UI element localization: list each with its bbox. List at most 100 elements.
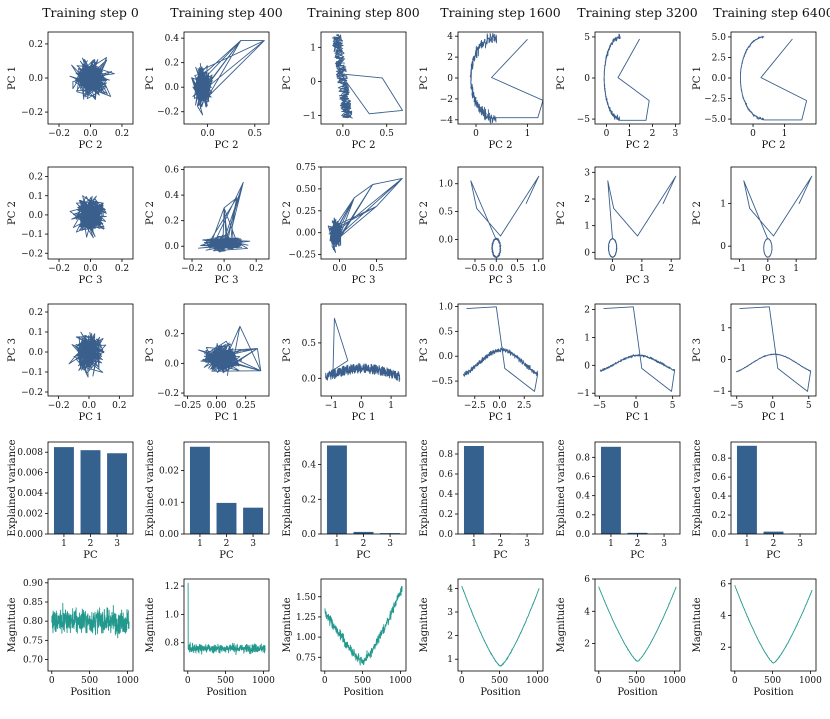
x-tick-label: 500 bbox=[81, 676, 98, 686]
x-tick-label: −5 bbox=[730, 401, 744, 411]
x-tick-label: 1000 bbox=[663, 676, 686, 686]
x-tick-label: 0 bbox=[610, 264, 616, 274]
x-tick-label: 2 bbox=[224, 539, 230, 549]
column-title: Training step 0 bbox=[42, 5, 139, 20]
x-tick-label: 0.0 bbox=[83, 129, 98, 139]
x-tick-label: 0 bbox=[604, 129, 610, 139]
data-line bbox=[599, 306, 676, 392]
y-tick-label: 4 bbox=[584, 607, 590, 617]
y-tick-label: 0.6 bbox=[712, 473, 727, 483]
y-tick-label: 0.85 bbox=[23, 598, 43, 608]
x-tick-label: 1 bbox=[782, 129, 788, 139]
data-line bbox=[187, 582, 266, 656]
plot-area bbox=[326, 445, 401, 534]
bar-pc3 bbox=[243, 507, 264, 534]
x-tick-label: 0.2 bbox=[112, 401, 126, 411]
y-tick-label: 0.4 bbox=[302, 461, 317, 471]
data-line bbox=[603, 33, 650, 122]
subplot-0-3: 1 2 3 0.000 0.002 0.004 0.006 0.008 PC Explained … bbox=[7, 439, 134, 561]
x-tick-label: 0.5 bbox=[248, 129, 263, 139]
y-tick-label: 0.2 bbox=[29, 40, 43, 50]
x-tick-label: −0.2 bbox=[181, 264, 203, 274]
y-tick-label: −0.2 bbox=[21, 249, 43, 259]
axes-frame bbox=[594, 31, 681, 125]
x-tick-label: 500 bbox=[354, 676, 371, 686]
x-tick-label: 0.2 bbox=[115, 264, 129, 274]
subplot-2-2: −1 0 1 0.0 0.5 PC 1 PC 3 bbox=[282, 303, 407, 423]
data-line bbox=[191, 40, 265, 116]
y-tick-label: 5 bbox=[584, 33, 590, 43]
bar-pc2 bbox=[627, 532, 648, 534]
data-line bbox=[324, 586, 403, 666]
y-axis-label: Explained variance bbox=[282, 439, 293, 536]
data-line bbox=[598, 586, 677, 662]
axes-frame bbox=[47, 578, 134, 672]
y-axis-label: Magnitude bbox=[419, 597, 430, 652]
axes-frame bbox=[457, 166, 544, 260]
x-axis-label: PC 2 bbox=[79, 140, 103, 151]
y-tick-label: 0.0 bbox=[29, 348, 44, 358]
x-axis-label: PC 3 bbox=[626, 275, 650, 286]
subplot-5-1: −1 0 1 0 1 PC 3 PC 2 bbox=[692, 166, 817, 286]
x-axis-label: PC 1 bbox=[215, 412, 239, 423]
x-tick-label: 0 bbox=[765, 264, 771, 274]
x-tick-label: 0.2 bbox=[249, 264, 263, 274]
y-tick-label: 0.8 bbox=[712, 454, 727, 464]
x-axis-label: PC 3 bbox=[215, 275, 239, 286]
y-tick-label: −0.2 bbox=[157, 108, 179, 118]
x-axis-label: PC bbox=[630, 550, 645, 561]
y-tick-label: −0.2 bbox=[21, 108, 43, 118]
y-tick-label: −4 bbox=[440, 116, 454, 126]
subplot-1-0: 0.0 0.5 −0.2 0.0 0.2 0.4 PC 2 PC 1 bbox=[145, 31, 270, 151]
y-tick-label: 0.50 bbox=[296, 185, 316, 195]
x-tick-label: 3 bbox=[387, 539, 393, 549]
y-axis-label: PC 1 bbox=[692, 66, 703, 90]
y-tick-label: 0 bbox=[584, 248, 590, 258]
plot-area bbox=[53, 447, 128, 534]
y-tick-label: 0.90 bbox=[23, 579, 43, 589]
x-tick-label: 3 bbox=[250, 539, 256, 549]
x-tick-label: 0 bbox=[732, 676, 738, 686]
x-tick-label: 1000 bbox=[799, 676, 822, 686]
y-axis-label: Explained variance bbox=[7, 439, 18, 536]
bar-pc1 bbox=[53, 447, 74, 534]
x-tick-label: 3 bbox=[661, 539, 667, 549]
data-line bbox=[198, 325, 262, 376]
y-tick-label: −1 bbox=[303, 111, 316, 121]
plot-area bbox=[191, 40, 265, 116]
plot-area bbox=[324, 586, 403, 666]
y-tick-label: −0.25 bbox=[288, 251, 316, 261]
y-tick-label: 0.00 bbox=[159, 530, 179, 540]
x-tick-label: 1 bbox=[388, 401, 394, 411]
y-axis-label: PC 3 bbox=[692, 338, 703, 362]
y-tick-label: 4 bbox=[447, 584, 453, 594]
x-axis-label: PC bbox=[493, 550, 508, 561]
y-tick-label: 0.006 bbox=[17, 469, 43, 479]
y-tick-label: 0.0 bbox=[439, 530, 454, 540]
y-tick-label: 0.5 bbox=[439, 327, 454, 337]
y-axis-label: PC 1 bbox=[419, 66, 430, 90]
plot-area bbox=[187, 582, 266, 656]
y-tick-label: 0 bbox=[310, 77, 316, 87]
y-tick-label: 0.4 bbox=[165, 34, 180, 44]
plot-area bbox=[736, 445, 811, 534]
y-tick-label: 1.00 bbox=[296, 633, 316, 643]
bar-pc3 bbox=[107, 453, 128, 534]
y-tick-label: −5 bbox=[577, 115, 591, 125]
y-tick-label: 0.5 bbox=[439, 208, 454, 218]
data-line bbox=[325, 317, 401, 382]
axes-frame bbox=[183, 166, 270, 260]
plot-area bbox=[600, 446, 675, 534]
x-axis-label: PC bbox=[83, 550, 98, 561]
x-tick-label: −0.2 bbox=[48, 129, 70, 139]
y-tick-label: 0 bbox=[720, 356, 726, 366]
x-tick-label: 0.0 bbox=[200, 129, 215, 139]
y-axis-label: PC 2 bbox=[282, 201, 293, 225]
x-tick-label: 1 bbox=[197, 539, 203, 549]
x-tick-label: 0 bbox=[358, 401, 364, 411]
x-axis-label: PC 2 bbox=[352, 140, 376, 151]
plot-area bbox=[68, 331, 107, 378]
y-tick-label: 0.0 bbox=[439, 352, 454, 362]
x-tick-label: −1 bbox=[733, 264, 746, 274]
y-axis-label: Magnitude bbox=[692, 597, 703, 652]
